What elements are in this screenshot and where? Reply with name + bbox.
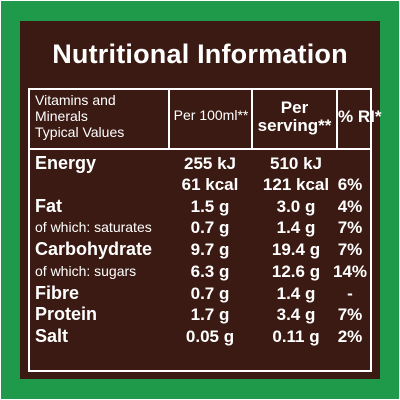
table-top-rule — [28, 88, 372, 90]
header-divider-3 — [336, 88, 338, 149]
row-name-energy: Energy — [35, 153, 97, 173]
row-kcal-serving: 121 kcal — [262, 175, 330, 194]
table-bottom-rule — [28, 370, 372, 372]
row-energy-per100: 255 kJ — [184, 154, 236, 173]
row-name-protein: Protein — [35, 304, 98, 324]
row-energy-serving: 510 kJ — [270, 154, 322, 173]
row-saturates-serving: 1.4 g — [276, 218, 316, 237]
row-name-salt: Salt — [35, 326, 69, 346]
row-kcal-ri: 6% — [337, 175, 363, 194]
row-carbohydrate-serving: 19.4 g — [271, 240, 321, 259]
header-col1-line3: Typical Values — [35, 124, 125, 140]
nutrition-panel: Nutritional Information Vitamins and Min… — [20, 21, 382, 379]
row-protein-ri: 7% — [337, 305, 363, 324]
row-sugars-ri: 14% — [332, 262, 368, 281]
row-fat-per100: 1.5 g — [190, 197, 230, 216]
row-protein-serving: 3.4 g — [276, 305, 316, 324]
table-left-rule — [28, 88, 30, 372]
row-saturates-per100: 0.7 g — [190, 218, 230, 237]
row-saturates-ri: 7% — [337, 218, 363, 237]
table-right-rule — [370, 88, 372, 372]
header-per-100ml: Per 100ml** — [173, 107, 249, 123]
row-fibre-ri: - — [347, 284, 353, 303]
row-sugars-per100: 6.3 g — [190, 262, 230, 281]
row-name-fat: Fat — [35, 196, 62, 216]
row-salt-per100: 0.05 g — [185, 327, 235, 346]
header-per-serving-line1: Per — [280, 98, 309, 117]
header-divider-2 — [251, 88, 253, 149]
panel-title: Nutritional Information — [52, 39, 348, 69]
row-fat-ri: 4% — [337, 197, 363, 216]
row-name-saturates: of which: saturates — [35, 219, 152, 235]
header-col1-line1: Vitamins and — [35, 92, 116, 108]
row-protein-per100: 1.7 g — [190, 305, 230, 324]
header-col1-line2: Minerals — [35, 108, 88, 124]
header-divider-1 — [168, 88, 170, 149]
row-name-fibre: Fibre — [35, 283, 80, 303]
row-fibre-serving: 1.4 g — [276, 284, 316, 303]
row-name-sugars: of which: sugars — [35, 263, 137, 279]
header-rule — [28, 148, 372, 150]
row-kcal-per100: 61 kcal — [181, 175, 239, 194]
nutrition-table: Vitamins and Minerals Typical Values Per… — [28, 88, 382, 372]
row-carbohydrate-ri: 7% — [337, 240, 363, 259]
row-sugars-serving: 12.6 g — [271, 262, 321, 281]
row-salt-ri: 2% — [337, 327, 363, 346]
row-name-carbohydrate: Carbohydrate — [35, 239, 153, 259]
row-carbohydrate-per100: 9.7 g — [190, 240, 230, 259]
row-fat-serving: 3.0 g — [276, 197, 316, 216]
header-ri: % RI* — [338, 107, 382, 126]
row-fibre-per100: 0.7 g — [190, 284, 230, 303]
header-per-serving-line2: serving** — [257, 116, 332, 135]
row-salt-serving: 0.11 g — [272, 327, 320, 346]
